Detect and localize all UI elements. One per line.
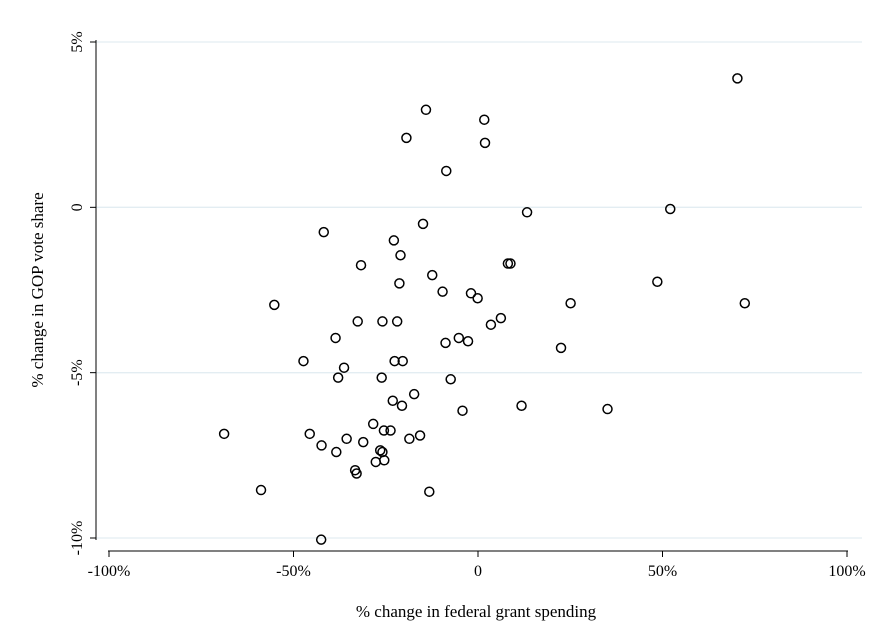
data-point bbox=[374, 445, 386, 456]
data-point bbox=[395, 250, 406, 261]
data-point bbox=[391, 316, 403, 327]
data-point bbox=[304, 428, 315, 440]
data-point bbox=[387, 395, 399, 407]
data-points bbox=[218, 73, 751, 545]
data-point bbox=[505, 258, 516, 269]
data-point bbox=[453, 332, 465, 344]
data-point bbox=[424, 486, 435, 497]
data-point bbox=[732, 73, 743, 84]
data-point bbox=[417, 218, 429, 230]
data-point bbox=[401, 132, 412, 144]
data-point bbox=[408, 388, 420, 400]
y-tick-label: 5% bbox=[69, 31, 86, 52]
data-point bbox=[426, 269, 438, 281]
data-point bbox=[389, 355, 400, 367]
data-point bbox=[218, 428, 230, 440]
x-tick-label: -100% bbox=[88, 563, 131, 580]
data-point bbox=[269, 299, 280, 311]
x-tick-label: 0 bbox=[474, 563, 482, 580]
data-point bbox=[397, 355, 408, 367]
data-point bbox=[355, 259, 367, 271]
data-point bbox=[298, 355, 309, 367]
data-point bbox=[316, 440, 327, 451]
axes: 5% 0 -5% -10%-100% -50% 0 50% 100% bbox=[69, 31, 866, 580]
data-point bbox=[357, 436, 369, 448]
data-point bbox=[379, 455, 390, 466]
x-tick-label: 50% bbox=[648, 563, 677, 580]
y-tick-label: -10% bbox=[69, 521, 86, 556]
data-point bbox=[376, 372, 387, 383]
data-point bbox=[318, 226, 330, 238]
data-point bbox=[394, 278, 405, 289]
data-point bbox=[404, 433, 415, 445]
data-point bbox=[255, 484, 267, 496]
x-axis-label: % change in federal grant spending bbox=[356, 602, 597, 621]
data-point bbox=[330, 332, 341, 344]
x-tick-label: -50% bbox=[276, 563, 311, 580]
data-point bbox=[440, 337, 451, 349]
data-point bbox=[479, 114, 490, 125]
y-tick-label: 0 bbox=[69, 203, 86, 211]
data-point bbox=[652, 276, 663, 287]
data-point bbox=[388, 235, 400, 246]
data-point bbox=[331, 446, 342, 458]
data-point bbox=[555, 342, 567, 354]
y-axis-label: % change in GOP vote share bbox=[28, 192, 47, 387]
data-point bbox=[495, 312, 507, 324]
data-point bbox=[565, 297, 576, 309]
data-point bbox=[472, 293, 483, 304]
data-point bbox=[521, 207, 533, 218]
data-point bbox=[739, 297, 751, 309]
data-point bbox=[602, 403, 613, 415]
data-point bbox=[516, 400, 527, 411]
data-point bbox=[664, 203, 676, 215]
data-point bbox=[437, 286, 448, 297]
data-point bbox=[479, 137, 491, 149]
data-point bbox=[377, 316, 388, 327]
data-point bbox=[341, 433, 352, 445]
data-point bbox=[420, 104, 432, 116]
data-point bbox=[378, 425, 390, 436]
data-point bbox=[315, 534, 327, 545]
data-point bbox=[457, 405, 468, 416]
data-point bbox=[445, 374, 456, 385]
data-point bbox=[332, 372, 344, 383]
data-point bbox=[441, 165, 452, 177]
data-point bbox=[352, 316, 363, 327]
data-point bbox=[367, 418, 379, 430]
data-point bbox=[465, 288, 477, 299]
data-point bbox=[414, 430, 426, 441]
data-point bbox=[351, 468, 362, 479]
data-point bbox=[385, 425, 396, 436]
data-point bbox=[485, 319, 497, 330]
y-tick-label: -5% bbox=[69, 359, 86, 386]
data-point bbox=[396, 400, 408, 411]
data-point bbox=[338, 362, 350, 373]
data-point bbox=[462, 336, 474, 347]
x-tick-label: 100% bbox=[828, 563, 865, 580]
gridlines bbox=[96, 41, 862, 539]
